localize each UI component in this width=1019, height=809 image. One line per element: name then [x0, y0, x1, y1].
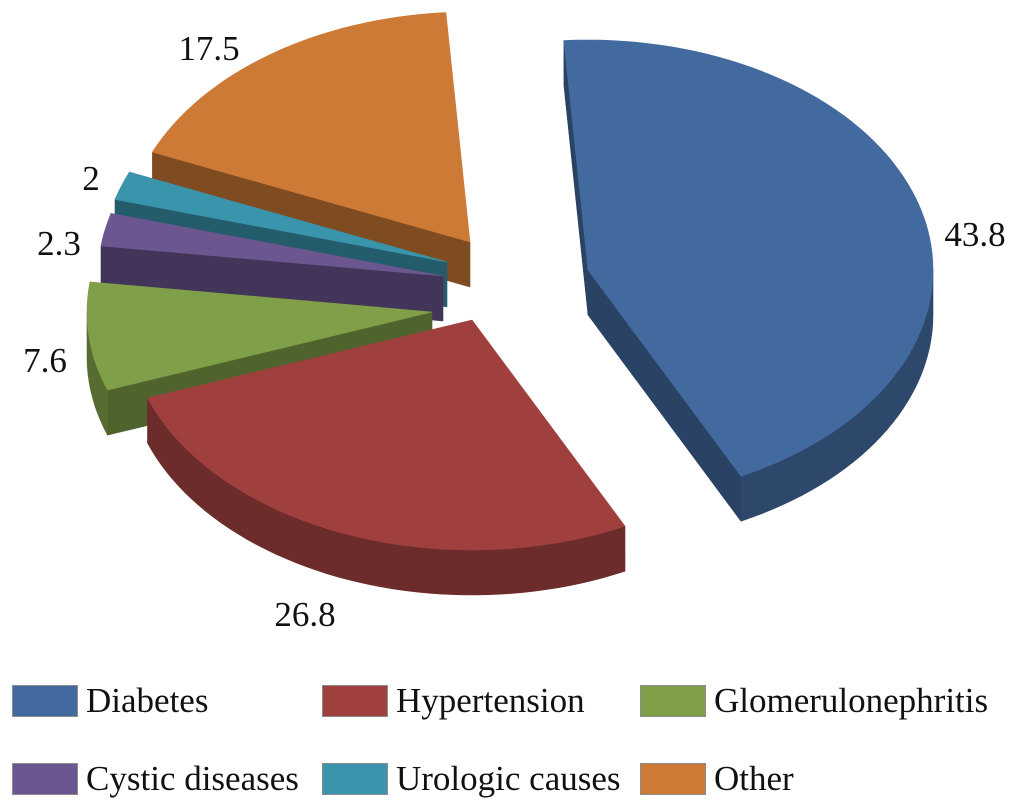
legend-swatch-glomerulonephritis — [640, 685, 706, 717]
data-label-other: 17.5 — [178, 29, 239, 68]
slice-top-face-cystic-diseases — [100, 213, 444, 277]
legend-item-cystic-diseases: Cystic diseases — [12, 759, 299, 798]
legend-swatch-urologic-causes — [322, 763, 388, 795]
pie-slice-cystic-diseases — [100, 213, 444, 322]
slice-top-face-urologic-causes — [114, 171, 448, 263]
legend-label-cystic-diseases: Cystic diseases — [86, 759, 299, 798]
legend-swatch-other — [640, 763, 706, 795]
legend-item-glomerulonephritis: Glomerulonephritis — [640, 681, 989, 720]
legend-swatch-cystic-diseases — [12, 763, 78, 795]
legend-label-other: Other — [714, 759, 794, 798]
data-label-glomerulonephritis: 7.6 — [23, 341, 67, 380]
legend-item-urologic-causes: Urologic causes — [322, 759, 621, 798]
slice-top-face-glomerulonephritis — [86, 281, 433, 391]
legend-item-diabetes: Diabetes — [12, 681, 209, 720]
pie-slice-hypertension — [147, 319, 626, 596]
data-label-diabetes: 43.8 — [944, 215, 1005, 254]
legend-label-diabetes: Diabetes — [86, 681, 209, 720]
slice-top-face-other — [152, 12, 471, 243]
legend-swatch-diabetes — [12, 685, 78, 717]
slice-top-face-diabetes — [563, 39, 934, 477]
pie-chart: 43.8 26.8 7.6 2.32 17.5 — [23, 12, 1006, 634]
pie-slice-diabetes — [563, 39, 934, 522]
data-label-urologic-causes: 2 — [82, 159, 100, 198]
legend-label-urologic-causes: Urologic causes — [396, 759, 621, 798]
legend-label-glomerulonephritis: Glomerulonephritis — [714, 681, 989, 720]
legend-item-other: Other — [640, 759, 794, 798]
data-label-cystic-diseases: 2.3 — [37, 224, 81, 263]
legend-item-hypertension: Hypertension — [322, 681, 585, 720]
legend-label-hypertension: Hypertension — [396, 681, 585, 720]
data-label-hypertension: 26.8 — [274, 595, 335, 634]
slice-top-face-hypertension — [147, 319, 626, 551]
legend-swatch-hypertension — [322, 685, 388, 717]
